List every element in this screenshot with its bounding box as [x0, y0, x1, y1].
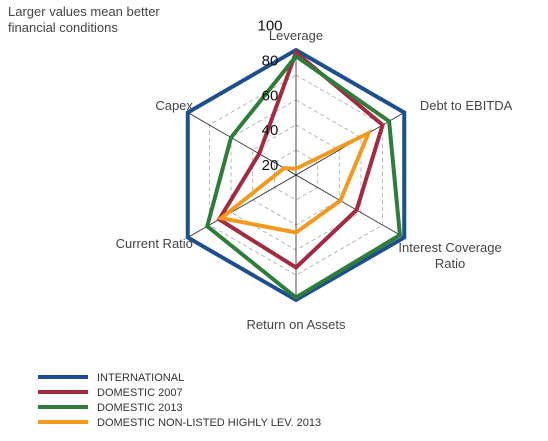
- note: Larger values mean better: [8, 4, 160, 19]
- axis-line: [187, 112, 297, 176]
- category-label: Current Ratio: [115, 235, 193, 251]
- legend-label: DOMESTIC 2013: [97, 402, 183, 414]
- note: financial conditions: [8, 20, 118, 35]
- category-label: Interest Coverage Ratio: [398, 239, 502, 271]
- series-line: [216, 49, 385, 271]
- r-tick-label: 100: [257, 17, 282, 34]
- legend-label: DOMESTIC 2007: [97, 387, 183, 399]
- category-label: Debt to EBITDA: [419, 98, 513, 114]
- series-line: [204, 53, 403, 300]
- category-label: Return on Assets: [246, 316, 346, 332]
- r-tick-label: 80: [262, 52, 279, 69]
- r-tick-label: 40: [262, 122, 279, 139]
- r-tick-label: 20: [262, 157, 279, 174]
- series-line: [216, 128, 373, 235]
- legend-label: INTERNATIONAL: [97, 372, 184, 384]
- category-label: Capex: [155, 98, 193, 114]
- series-line: [185, 47, 407, 303]
- legend-label: DOMESTIC NON-LISTED HIGHLY LEV. 2013: [97, 417, 321, 429]
- category-label: Leverage: [268, 27, 324, 43]
- r-tick-label: 60: [262, 87, 279, 104]
- axis-line: [295, 174, 405, 238]
